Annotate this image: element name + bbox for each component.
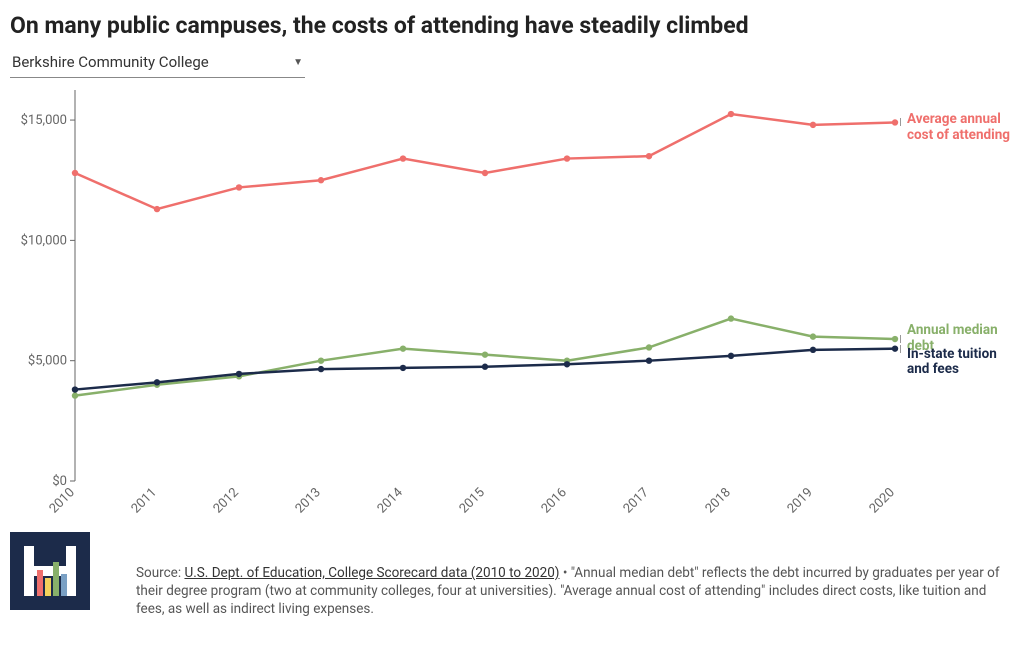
series-point-cost <box>810 122 816 128</box>
series-point-debt <box>72 392 78 398</box>
svg-text:$15,000: $15,000 <box>21 113 67 128</box>
series-point-debt <box>646 344 652 350</box>
series-point-tuition <box>72 386 78 392</box>
series-point-debt <box>892 336 898 342</box>
svg-text:2020: 2020 <box>867 485 898 516</box>
chart-footer: Source: U.S. Dept. of Education, College… <box>10 532 1010 619</box>
series-point-tuition <box>400 365 406 371</box>
series-point-cost <box>154 206 160 212</box>
series-point-tuition <box>564 361 570 367</box>
svg-text:2011: 2011 <box>129 485 160 516</box>
svg-text:2019: 2019 <box>785 485 816 516</box>
series-point-cost <box>72 170 78 176</box>
series-point-cost <box>236 184 242 190</box>
label-tick <box>899 345 901 353</box>
series-label-cost: Average annual cost of attending <box>907 112 1020 143</box>
series-point-cost <box>482 170 488 176</box>
svg-text:2016: 2016 <box>539 485 570 516</box>
series-point-debt <box>318 357 324 363</box>
svg-text:2012: 2012 <box>211 485 242 516</box>
svg-text:2014: 2014 <box>375 485 407 517</box>
series-point-tuition <box>236 371 242 377</box>
source-link[interactable]: U.S. Dept. of Education, College Scoreca… <box>184 565 559 581</box>
series-point-tuition <box>318 366 324 372</box>
series-point-cost <box>728 111 734 117</box>
series-point-debt <box>400 345 406 351</box>
series-point-cost <box>564 155 570 161</box>
label-tick <box>899 118 901 126</box>
series-point-cost <box>646 153 652 159</box>
svg-text:2013: 2013 <box>293 485 324 516</box>
svg-text:$5,000: $5,000 <box>28 354 67 369</box>
series-point-tuition <box>646 357 652 363</box>
dropdown-selected: Berkshire Community College <box>12 53 209 71</box>
svg-text:2017: 2017 <box>621 485 652 516</box>
source-caption: Source: U.S. Dept. of Education, College… <box>136 532 1010 619</box>
svg-text:2015: 2015 <box>457 485 488 516</box>
publisher-logo <box>10 532 90 614</box>
campus-dropdown[interactable]: Berkshire Community College ▼ <box>10 49 305 78</box>
page-title: On many public campuses, the costs of at… <box>10 12 1010 39</box>
series-point-tuition <box>482 364 488 370</box>
series-point-debt <box>728 315 734 321</box>
series-point-tuition <box>810 347 816 353</box>
series-point-tuition <box>154 379 160 385</box>
series-point-cost <box>318 177 324 183</box>
series-point-tuition <box>728 353 734 359</box>
series-point-debt <box>810 333 816 339</box>
svg-text:2010: 2010 <box>47 485 78 516</box>
series-label-tuition: In-state tuition and fees <box>907 347 1020 378</box>
source-prefix: Source: <box>136 565 184 581</box>
cost-line-chart: $0$5,000$10,000$15,000201020112012201320… <box>10 86 1010 526</box>
series-point-cost <box>892 119 898 125</box>
series-point-debt <box>482 351 488 357</box>
label-tick <box>899 335 901 343</box>
series-line-cost <box>75 114 895 209</box>
series-point-cost <box>400 155 406 161</box>
svg-text:2018: 2018 <box>703 485 734 516</box>
svg-text:$10,000: $10,000 <box>21 233 67 248</box>
series-point-tuition <box>892 345 898 351</box>
chevron-down-icon: ▼ <box>293 57 303 68</box>
